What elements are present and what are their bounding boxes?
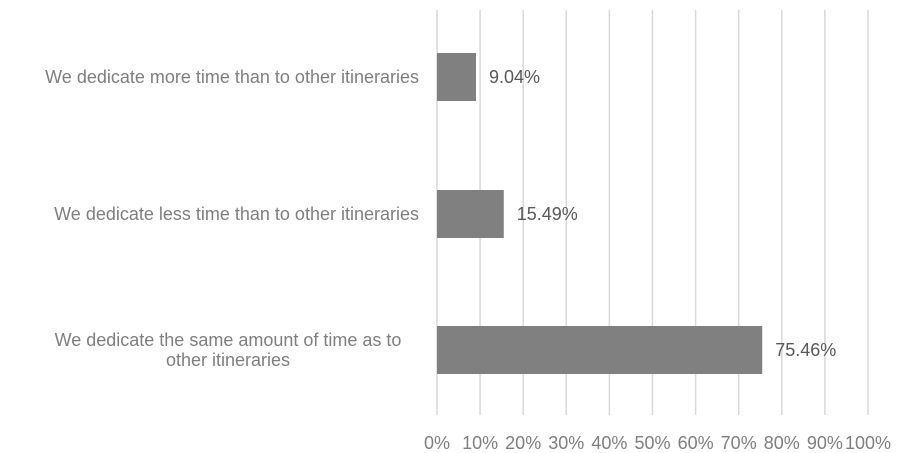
- x-tick-label: 0%: [424, 433, 450, 453]
- x-tick-label: 70%: [721, 433, 757, 453]
- x-tick-label: 80%: [764, 433, 800, 453]
- bar: [437, 190, 504, 238]
- bar: [437, 326, 763, 374]
- x-tick-label: 90%: [807, 433, 843, 453]
- x-tick-label: 100%: [845, 433, 891, 453]
- x-tick-label: 10%: [462, 433, 498, 453]
- gridlines: [436, 10, 869, 415]
- category-label: We dedicate the same amount of time as t…: [55, 330, 402, 350]
- bar: [437, 53, 476, 101]
- x-tick-label: 60%: [678, 433, 714, 453]
- x-tick-label: 50%: [634, 433, 670, 453]
- data-label: 9.04%: [489, 67, 540, 87]
- x-axis-tick-labels: 0% 10% 20% 30% 40% 50% 60% 70% 80% 90% 100%: [424, 433, 891, 453]
- data-label: 15.49%: [517, 204, 578, 224]
- category-label: We dedicate more time than to other itin…: [45, 67, 419, 87]
- x-tick-label: 20%: [505, 433, 541, 453]
- x-tick-label: 40%: [591, 433, 627, 453]
- data-labels: 9.04% 15.49% 75.46%: [489, 67, 836, 360]
- category-label: We dedicate less time than to other itin…: [54, 204, 419, 224]
- category-label: other itineraries: [166, 350, 290, 370]
- x-tick-label: 30%: [548, 433, 584, 453]
- category-labels: We dedicate more time than to other itin…: [45, 67, 419, 370]
- data-label: 75.46%: [775, 340, 836, 360]
- bars: [437, 53, 763, 374]
